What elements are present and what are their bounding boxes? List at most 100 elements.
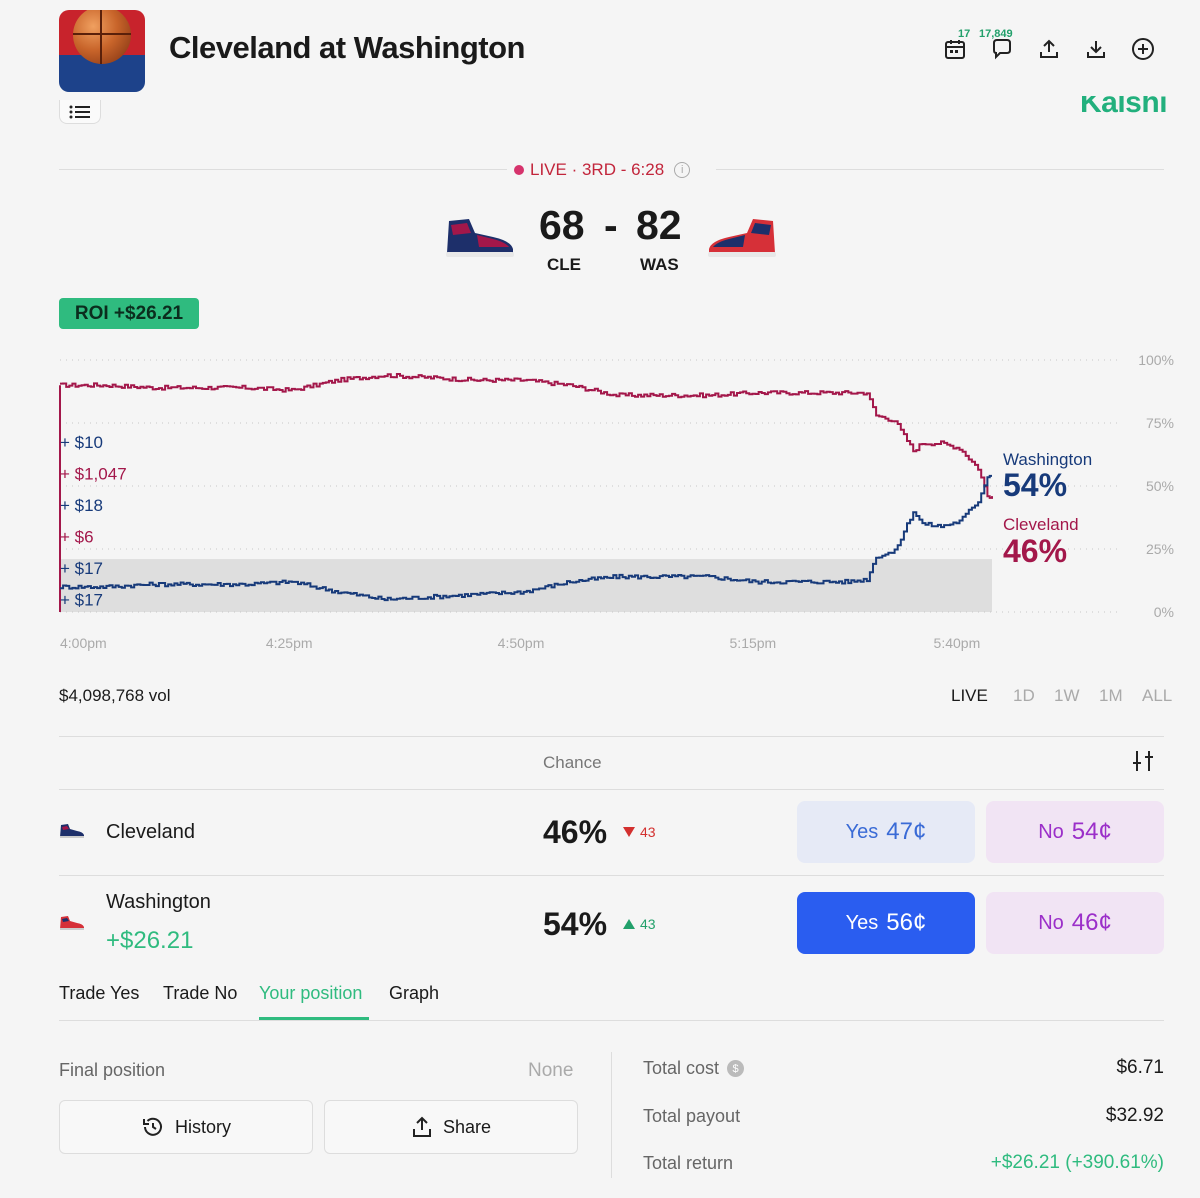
volume-text: $4,098,768 vol <box>59 686 171 705</box>
total-cost-value: $6.71 <box>1116 1057 1164 1078</box>
event-title: Cleveland at Washington <box>169 30 525 65</box>
download-icon[interactable] <box>1083 36 1109 62</box>
total-cost-text: Total cost <box>643 1058 720 1078</box>
live-status: LIVE · 3RD - 6:28 i <box>514 160 691 180</box>
no-price: 46¢ <box>1071 909 1112 936</box>
menu-button[interactable] <box>59 100 101 124</box>
info-icon[interactable]: i <box>674 162 691 178</box>
y-tick-label: 0% <box>1154 604 1174 620</box>
chance-washington: 54% <box>543 906 608 942</box>
buy-yes-cleveland-button[interactable]: Yes 47¢ <box>797 801 975 863</box>
buy-no-cleveland-button[interactable]: No 54¢ <box>986 801 1164 863</box>
no-label: No <box>1038 820 1064 843</box>
range-1w[interactable]: 1W <box>1054 686 1080 705</box>
yes-label: Yes <box>845 820 879 843</box>
divider <box>59 736 1164 737</box>
up-arrow-icon <box>623 919 635 929</box>
calendar-badge: 17 <box>958 28 971 40</box>
share-button[interactable]: Share <box>324 1100 578 1154</box>
end-label-value: 46% <box>1003 533 1067 569</box>
end-label-value: 54% <box>1003 467 1067 503</box>
washington-row-shoe-icon <box>59 915 85 936</box>
trade-marker: + $18 <box>60 496 103 515</box>
delta-cleveland: 43 <box>623 824 656 840</box>
buy-no-washington-button[interactable]: No 46¢ <box>986 892 1164 954</box>
divider <box>59 1020 1164 1021</box>
live-dot-icon <box>514 165 524 175</box>
y-tick-label: 75% <box>1146 415 1174 431</box>
tab-trade-no[interactable]: Trade No <box>163 983 238 1003</box>
active-tab-indicator <box>259 1017 369 1020</box>
chance-header: Chance <box>543 753 602 772</box>
roi-badge: ROI +$26.21 <box>59 298 199 329</box>
live-status-text: LIVE · 3RD - 6:28 <box>530 160 665 179</box>
delta-value: 43 <box>640 824 656 840</box>
trade-marker: + $17 <box>60 591 103 610</box>
upload-icon[interactable] <box>1036 36 1062 62</box>
yes-price: 56¢ <box>886 909 927 936</box>
down-arrow-icon <box>623 827 635 837</box>
tab-trade-yes[interactable]: Trade Yes <box>59 983 140 1003</box>
home-score: 82 <box>636 202 682 248</box>
x-tick-label: 4:00pm <box>60 635 107 651</box>
cleveland-row-shoe-icon <box>59 823 85 844</box>
history-label: History <box>174 1116 231 1137</box>
cleveland-shoe-icon <box>446 219 514 257</box>
final-position-value: None <box>528 1060 574 1081</box>
x-tick-label: 5:15pm <box>730 635 777 651</box>
share-label: Share <box>442 1116 492 1137</box>
y-tick-label: 50% <box>1146 478 1174 494</box>
total-payout-label: Total payout <box>643 1106 741 1126</box>
x-tick-label: 5:40pm <box>934 635 981 651</box>
divider <box>59 789 1164 790</box>
total-return-value: +$26.21 (+390.61%) <box>990 1152 1164 1173</box>
washington-shoe-icon <box>708 219 776 257</box>
range-live[interactable]: LIVE <box>951 686 988 705</box>
sort-icon[interactable] <box>1132 749 1154 778</box>
total-return-label: Total return <box>643 1153 734 1173</box>
end-label-name: Washington <box>1003 450 1092 469</box>
trade-marker: + $6 <box>60 528 94 547</box>
team-name-washington: Washington <box>106 891 211 913</box>
range-all[interactable]: ALL <box>1142 686 1173 705</box>
dollar-coin-icon: $ <box>727 1060 745 1077</box>
calendar-icon[interactable] <box>942 36 968 62</box>
add-circle-icon[interactable] <box>1130 36 1156 62</box>
yes-label: Yes <box>845 911 879 934</box>
position-gain: +$26.21 <box>106 927 194 954</box>
x-tick-label: 4:25pm <box>266 635 313 651</box>
trade-marker: + $1,047 <box>60 465 127 484</box>
history-button[interactable]: History <box>59 1100 313 1154</box>
total-cost-label: Total cost $ <box>643 1058 745 1079</box>
range-1d[interactable]: 1D <box>1013 686 1035 705</box>
event-logo <box>59 10 145 92</box>
history-icon <box>142 1117 162 1136</box>
score-separator: - <box>604 202 618 248</box>
range-1m[interactable]: 1M <box>1099 686 1123 705</box>
chance-cleveland: 46% <box>543 814 608 850</box>
tab-your-position[interactable]: Your position <box>259 983 363 1003</box>
share-icon <box>412 1116 431 1137</box>
end-label-name: Cleveland <box>1003 515 1079 534</box>
divider-left <box>59 169 507 170</box>
comments-count: 17,849 <box>979 28 1013 40</box>
series-line-washington <box>60 474 992 602</box>
price-chart[interactable]: 100% 75% 50% 25% 0% 4:00pm 4:25pm 4:50pm 5:15pm 5… <box>0 340 1200 660</box>
final-position-label: Final position <box>59 1060 166 1080</box>
tab-graph[interactable]: Graph <box>389 983 440 1003</box>
series-line-cleveland <box>60 373 993 499</box>
brand-logo: Kalshi <box>1080 96 1168 118</box>
app-header: Cleveland at Washington 17 17,849 <box>0 0 1200 100</box>
yes-price: 47¢ <box>886 818 927 845</box>
list-icon <box>69 105 90 118</box>
vertical-divider <box>611 1052 612 1178</box>
comments-icon[interactable] <box>989 36 1015 62</box>
no-label: No <box>1038 911 1064 934</box>
y-tick-label: 100% <box>1138 352 1174 368</box>
away-score: 68 <box>539 202 585 248</box>
delta-value: 43 <box>640 916 656 932</box>
away-abbr: CLE <box>547 255 581 274</box>
buy-yes-washington-button[interactable]: Yes 56¢ <box>797 892 975 954</box>
x-tick-label: 4:50pm <box>498 635 545 651</box>
delta-washington: 43 <box>623 916 656 932</box>
